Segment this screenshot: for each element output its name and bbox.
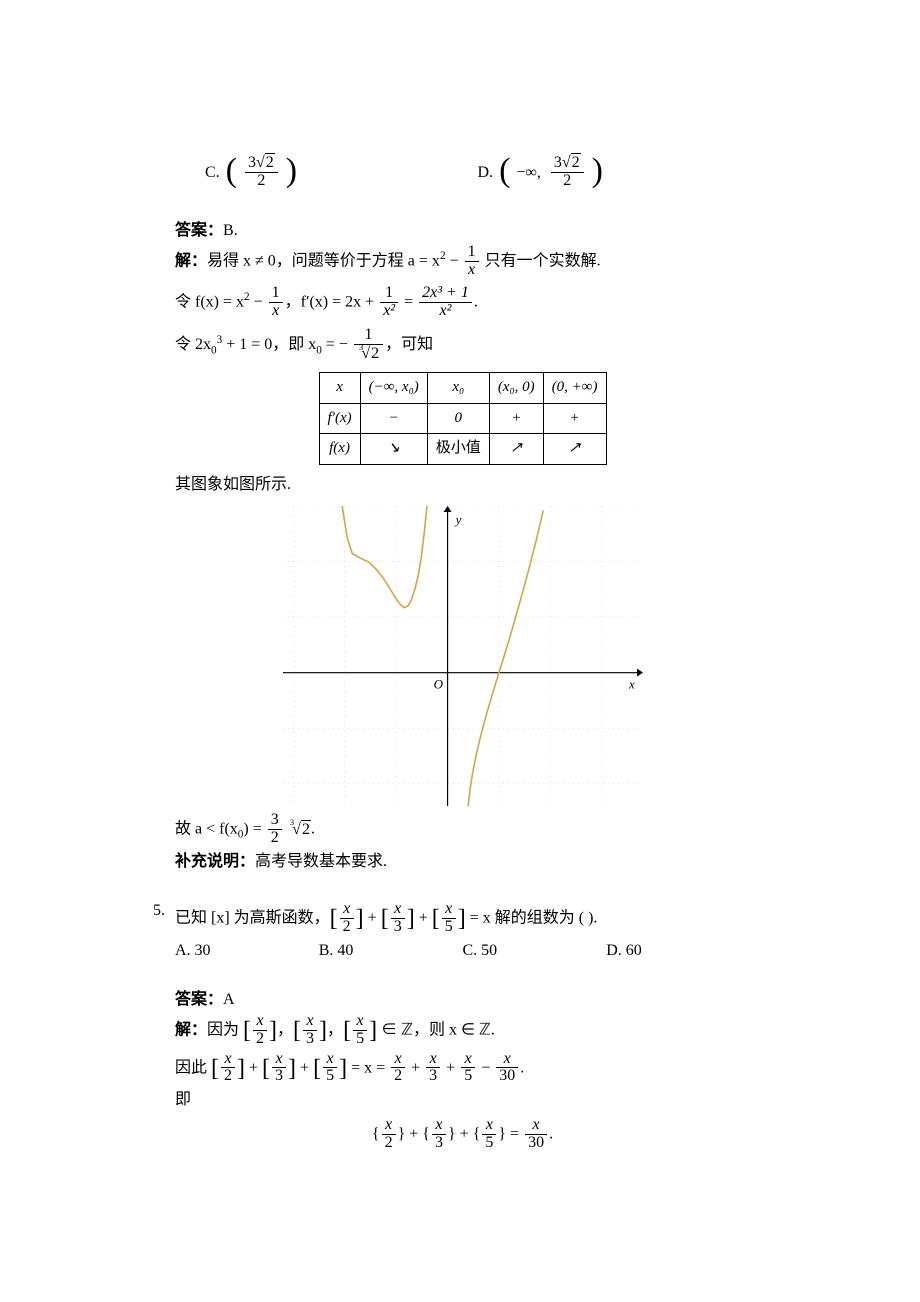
sign-table: x(−∞, x₀)x₀(x₀, 0)(0, +∞)f′(x)−0++f(x)↘极… xyxy=(319,372,607,465)
choice-a: A. 30 xyxy=(175,939,319,962)
paren-close-icon: ) xyxy=(592,154,603,188)
graph-caption: 其图象如图所示. xyxy=(175,473,750,496)
q4-choices-cd: C. ( 3√2 2 ) D. ( −∞, 3√2 2 ) xyxy=(175,155,750,191)
q5-choices: A. 30 B. 40 C. 50 D. 60 xyxy=(175,939,750,962)
solution-label: 解： xyxy=(175,252,207,269)
function-graph: y x O xyxy=(283,506,643,806)
answer-label: 答案： xyxy=(175,222,223,239)
supplement-label: 补充说明： xyxy=(175,853,255,870)
choice-d-label: D. xyxy=(478,161,494,184)
choice-d: D. ( −∞, 3√2 2 ) xyxy=(478,155,751,191)
paren-open-icon: ( xyxy=(226,154,237,188)
svg-text:O: O xyxy=(433,677,443,692)
page: C. ( 3√2 2 ) D. ( −∞, 3√2 2 ) xyxy=(0,0,920,1302)
q4-answer-block: 答案：B. 解：易得 x ≠ 0，问题等价于方程 a = x2 − 1x 只有一… xyxy=(175,219,750,874)
q5-number: 5. xyxy=(153,899,175,1159)
q4-answer: B. xyxy=(223,222,238,239)
choice-d-prefix: −∞, xyxy=(516,161,542,184)
choice-d: D. 60 xyxy=(606,939,750,962)
q5-display-equation: {x2} + {x3} + {x5} = x30. xyxy=(175,1117,750,1153)
choice-c-label: C. xyxy=(205,161,220,184)
choice-b: B. 40 xyxy=(319,939,463,962)
solution-label: 解： xyxy=(175,1022,207,1039)
answer-label: 答案： xyxy=(175,991,223,1008)
choice-c-frac: 3√2 2 xyxy=(245,155,278,191)
choice-c: C. 50 xyxy=(463,939,607,962)
choice-d-frac: 3√2 2 xyxy=(551,155,584,191)
paren-close-icon: ) xyxy=(286,154,297,188)
question-5: 5. 已知 [x] 为高斯函数，[x2] + [x3] + [x5] = x 解… xyxy=(175,899,750,1159)
paren-open-icon: ( xyxy=(499,154,510,188)
svg-text:y: y xyxy=(453,512,461,527)
q5-answer: A xyxy=(223,991,235,1008)
svg-text:x: x xyxy=(628,677,635,692)
choice-c: C. ( 3√2 2 ) xyxy=(205,155,478,191)
